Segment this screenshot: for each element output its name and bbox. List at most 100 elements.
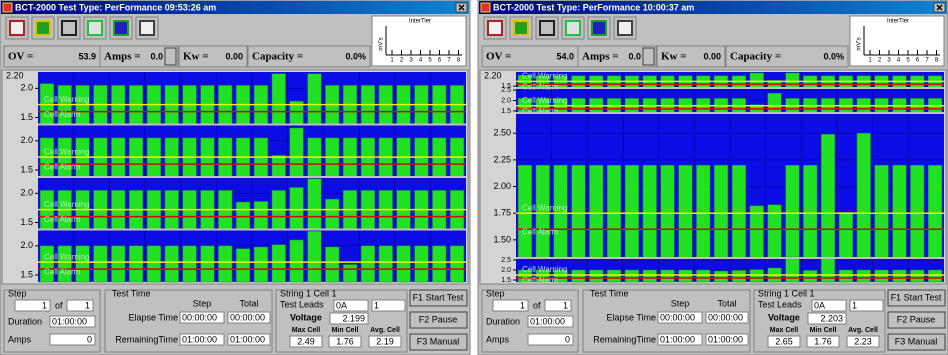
readout-value: 0.00 [703,51,721,61]
warning-label: Cell Warning [522,203,568,212]
bar [838,269,853,283]
readout-box [247,45,371,68]
bar [607,164,622,259]
label: Duration [486,316,520,326]
bar [57,245,72,283]
label: Min Cell [810,327,837,334]
readout-value: 53.9 [78,51,96,61]
bar [696,269,711,283]
bar [696,164,711,259]
readout-value: 0.0% [823,51,844,61]
bar [535,269,550,283]
bar [624,269,639,283]
toolbar-icon [113,20,129,36]
button[interactable] [887,289,946,307]
column-header: Step [671,298,690,308]
column-header: Total [239,298,258,308]
input-value: 2.203 [820,313,843,323]
bar [660,269,675,283]
test-time-group [582,289,751,353]
label: Min Cell [332,327,359,334]
button-label: F1 Start Test [413,292,464,302]
readout-box [725,45,849,68]
toolbar-icon [139,20,155,36]
group-title: Step [8,288,27,298]
toolbar-icon [565,20,581,36]
toolbar-icon [9,20,25,36]
alarm-label: Cell Alarm [44,215,81,224]
y-tick-label: 1.5 [20,269,33,279]
button-label: F1 Start Test [891,292,942,302]
button[interactable] [409,333,468,351]
bar [289,127,304,178]
group-title: Test Time [112,288,151,298]
bar [218,245,233,283]
button-label: F3 Manual [417,336,460,346]
input [492,299,529,312]
input-value: 1.76 [336,336,354,346]
input-value: 2.199 [342,313,365,323]
amps-spinner[interactable] [642,47,655,66]
bar [874,164,889,259]
input [14,299,51,312]
app-icon [2,2,13,13]
bar [856,269,871,283]
toolbar-icon [35,20,51,36]
amps-spinner[interactable] [164,47,177,66]
y-tick-label: 1.5 [20,164,33,174]
intertier-x-label: 7 [925,58,929,64]
bar [182,245,197,283]
y-tick-label: 2.00 [493,181,511,191]
readout-box [99,45,179,68]
label: Elapse Time [606,312,656,322]
input [849,299,884,312]
intertier-x-label: 6 [438,58,442,64]
bar [307,178,322,230]
y-tick-label: 2.0 [20,83,33,93]
column-header: Step [193,298,212,308]
label: Duration [8,316,42,326]
intertier-x-label: 4 [897,58,901,64]
bar [271,155,286,178]
label: Avg. Cell [370,327,400,334]
label: of [533,300,541,310]
input [179,333,225,346]
top-label: 2.20 [484,70,502,80]
input [49,315,96,328]
button[interactable] [887,333,946,351]
readout-value: 54.0 [556,51,574,61]
group-title: Test Time [590,288,629,298]
readout-box [577,45,657,68]
toolbar-icon [61,20,77,36]
warning-label: Cell Warning [522,96,568,105]
close-icon [936,4,943,11]
bar [571,269,586,283]
readout-label: Capacity = [730,51,781,63]
bar [660,164,675,259]
button[interactable] [409,289,468,307]
bar [749,72,764,89]
input [811,299,847,312]
bar [731,270,746,283]
bar [678,269,693,283]
group-title: Step [486,288,505,298]
alarm-label: Cell Alarm [522,82,559,91]
input [807,312,847,325]
bar [164,245,179,283]
readout-value: 0.00 [225,51,243,61]
button[interactable] [409,311,468,329]
string-group [275,289,408,353]
group-title: String 1 Cell 1 [758,288,815,298]
input-value: 1 [852,300,857,310]
bar [803,164,818,259]
bar [517,269,532,283]
label: of [55,300,63,310]
input [368,335,402,348]
bar [396,245,411,283]
intertier-x-label: 3 [887,58,891,64]
input-value: 01:00:00 [230,334,265,344]
input-value: 01:00:00 [708,334,743,344]
label: RemainingTime [115,334,178,344]
button[interactable] [887,311,946,329]
input-value: 00:00:00 [708,312,743,322]
